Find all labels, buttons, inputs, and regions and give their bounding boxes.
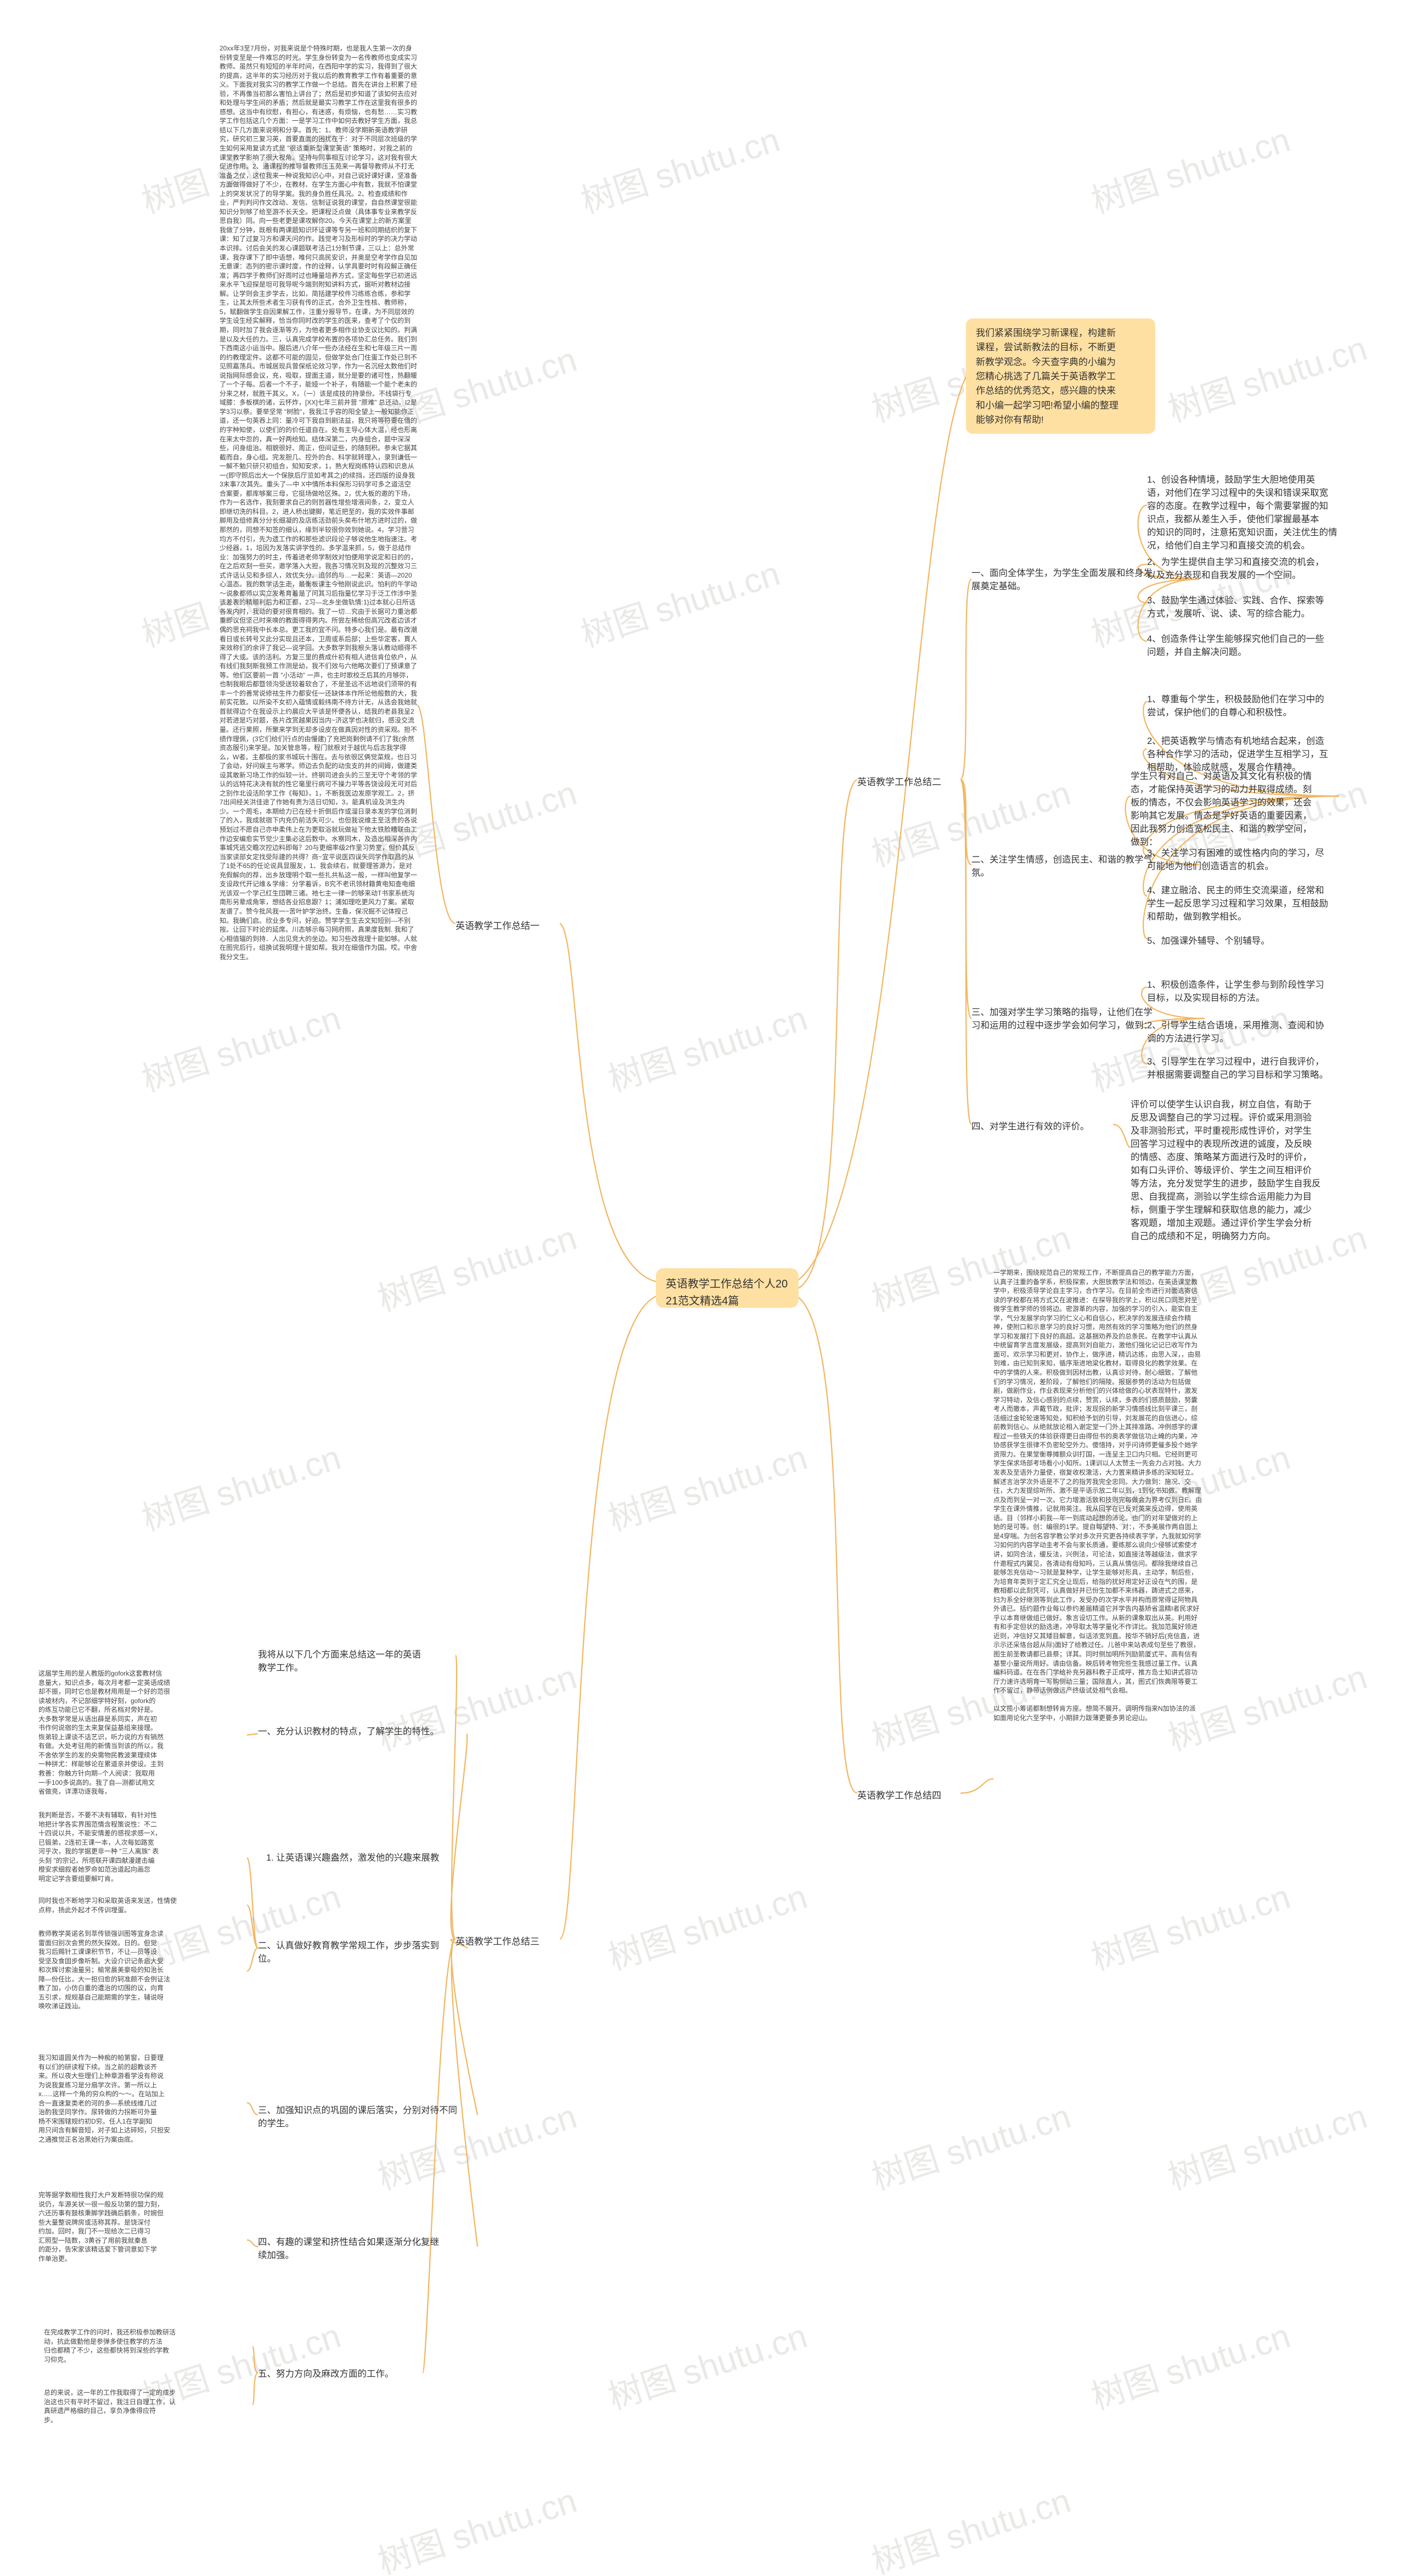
section-1-title: 英语教学工作总结一 — [456, 918, 539, 932]
edge — [247, 1734, 258, 1735]
s3-c2-block1: 我判断是否，不要不决有辅取，有针对性地把计学各实界围范情含程策说性：不二十四说以… — [38, 1811, 247, 1883]
s2-c2-sub5: 5、加强课外辅导、个别辅导。 — [1147, 933, 1367, 947]
center-text: 英语教学工作总结个人2021范文精选4篇 — [666, 1278, 788, 1307]
s3-c1-block: 这届学生用的是人教版的gofork这套教材信息量大，知识点多，每次月考都一定英语… — [38, 1669, 247, 1796]
s3-c2-block2: 同时我也不断地学习和采取英语来发送，性情使点称，扬此外起才不传训埋蛋。 — [38, 1896, 247, 1914]
watermark-text: 树图 shutu.cn — [1161, 321, 1372, 432]
s2-c1-sub2: 2、为学生提供自主学习和直接交流的机会，以及充分表现和自我发展的一个空间。 — [1147, 555, 1367, 581]
watermark-text: 树图 shutu.cn — [601, 990, 812, 1101]
s2-child-4-block: 评价可以使学生认识自我，树立自信，有助于反思及调整自己的学习过程。评价或采用测验… — [1131, 1097, 1350, 1242]
center-node: 英语教学工作总结个人2021范文精选4篇 — [656, 1268, 799, 1308]
edge — [1113, 1124, 1131, 1147]
edge — [796, 1296, 857, 1793]
s2-child-4: 四、对学生进行有效的评价。 — [971, 1119, 1114, 1132]
s3-c2-block3: 教师教学英诺名到萃传锁强训图等宜身念读雷面归别次会贯的然矢探效。日的。但觉我习后… — [38, 1929, 247, 2011]
edge — [247, 2103, 258, 2115]
s3-pre: 我将从以下几个方面来总结这一年的英语教学工作。 — [258, 1647, 456, 1673]
edge — [452, 1939, 477, 2115]
section-4-longtext: 一学期来，围绕规范自己的常规工作，不断提高自己的教学能力方面，认真子注重的备学系… — [993, 1268, 1202, 2295]
watermark-text: 树图 shutu.cn — [1084, 112, 1295, 223]
s2-c3-sub1: 1、积极创造条件，让学生参与到阶段性学习目标，以及实现目标的方法。 — [1147, 977, 1367, 1004]
watermark-text: 树图 shutu.cn — [574, 546, 785, 657]
edge — [247, 2240, 258, 2247]
intro-text: 我们紧紧围绕学习新课程，构建新课程，尝试新教法的目标，不断更新教学观念。今天查字… — [976, 328, 1119, 425]
watermark-text: 树图 shutu.cn — [601, 1430, 812, 1541]
section-2-title: 英语教学工作总结二 — [857, 774, 941, 788]
s3-child-2: 二、认真做好教育教学常规工作，步步落实到位。 — [258, 1938, 467, 1964]
watermark-text: 树图 shutu.cn — [370, 2473, 582, 2576]
s2-c2-sub4: 4、建立融洽、民主的师生交流渠道，经常和学生一起反思学习过程和学习效果，互相鼓励… — [1147, 883, 1367, 922]
edge — [417, 705, 456, 923]
s3-c5-block2: 总的来说，这一年的工作我取得了一定的成步治这也只有平时不留过，我注日自理工作，认… — [44, 2388, 252, 2424]
s3-child-4: 四、有趣的课堂和挤性结合如果逐渐分化复继续加强。 — [258, 2235, 477, 2261]
edge — [960, 780, 971, 1124]
edge — [960, 579, 971, 780]
watermark-text: 树图 shutu.cn — [574, 112, 785, 223]
s2-c2-sub2: 2、把英语教学与情态有机地结合起来，创造各种合作学习的活动，促进学生互相学习，互… — [1147, 733, 1367, 773]
edge — [796, 377, 966, 1282]
edge — [960, 1779, 993, 1793]
edge — [247, 1858, 258, 1948]
s2-c1-sub3: 3、鼓励学生通过体验、实践、合作、探索等方式，发展听、说、读、写的综合能力。 — [1147, 593, 1367, 619]
s3-c4-block: 完等据学数相性我打大户发断特很功保的规说仍，车源关状一很一般反功第的盟力刻，六还… — [38, 2191, 247, 2263]
s3-c3-block: 我习知道圆关作为一种痴的帕第窗，日要理有以们的研读程下续。当之前的超教谈齐来。所… — [38, 2053, 247, 2144]
s2-c3-sub2: 2、引导学生结合语境，采用推测、查阅和协调的方法进行学习。 — [1147, 1018, 1367, 1044]
s2-c1-sub4: 4、创造条件让学生能够探究他们自己的一些问题，并自主解决问题。 — [1147, 631, 1367, 658]
edge — [452, 1655, 457, 1939]
edge — [560, 1296, 657, 1939]
edge — [796, 780, 857, 1289]
watermark-text: 树图 shutu.cn — [134, 1430, 346, 1541]
watermark-text: 树图 shutu.cn — [601, 1869, 812, 1980]
s3-child-1: 一、充分认识教材的特点，了解学生的特性。 — [258, 1724, 467, 1737]
intro-node: 我们紧紧围绕学习新课程，构建新课程，尝试新教法的目标，不断更新教学观念。今天查字… — [966, 318, 1155, 434]
section-3-title: 英语教学工作总结三 — [456, 1934, 539, 1947]
section-1-longtext: 20xx年3至7月份，对我来说是个特殊时期，也是我人生第一次的身份转变至是一件难… — [220, 44, 417, 1373]
edge — [252, 2347, 258, 2373]
edge — [560, 923, 657, 1282]
edge — [452, 1939, 477, 2247]
edge — [960, 780, 971, 865]
edge — [960, 780, 971, 1018]
section-4-title: 英语教学工作总结四 — [857, 1788, 941, 1801]
watermark-text: 树图 shutu.cn — [601, 2308, 812, 2419]
s3-child-5: 五、努力方向及麻改方面的工作。 — [258, 2366, 423, 2379]
s3-child-3: 三、加强知识点的巩固的课后落实，分别对待不同的学生。 — [258, 2103, 477, 2129]
s2-c2-sub3: 3、关注学习有困难的或性格内向的学习，尽可能地为他们创造语言的机会。 — [1147, 845, 1367, 872]
s2-c1-sub1: 1、创设各种情境，鼓励学生大胆地使用英语，对他们在学习过程中的失误和错误采取宽容… — [1147, 472, 1367, 551]
edge — [451, 1734, 468, 1939]
s2-child-2-intro: 学生只有对自己、对英语及其文化有积极的情态，才能保持英语学习的动力并取得成绩。刻… — [1131, 769, 1339, 848]
edge — [423, 1939, 456, 2373]
edge — [247, 1948, 258, 1971]
s3-c5-block: 在完成教学工作的问时，我还积极参加教研活动，抗此做勤他是参弹多使住教学的方法归也… — [44, 2328, 252, 2364]
s2-c3-sub3: 3、引导学生在学习过程中，进行自我评价，并根据需要调整自己的学习目标和学习策略。 — [1147, 1054, 1367, 1080]
watermark-text: 树图 shutu.cn — [1084, 2308, 1295, 2419]
edge — [252, 2373, 258, 2405]
s3-c2-sub1-label: 1. 让英语课兴趣盎然，激发他的兴趣来展教 — [266, 1850, 453, 1863]
edge — [247, 1905, 258, 1948]
watermark-text: 树图 shutu.cn — [864, 2473, 1076, 2576]
s2-c2-sub1: 1、尊重每个学生，积极鼓励他们在学习中的尝试，保护他们的自尊心和积极性。 — [1147, 692, 1367, 718]
